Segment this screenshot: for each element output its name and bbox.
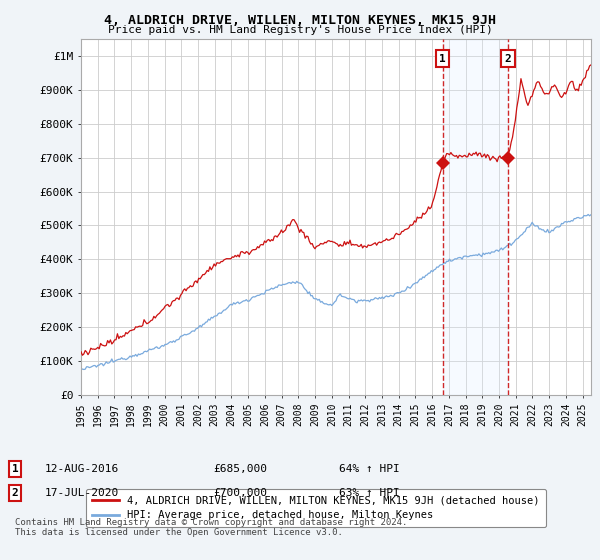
Text: £700,000: £700,000	[213, 488, 267, 498]
Text: 12-AUG-2016: 12-AUG-2016	[45, 464, 119, 474]
Text: Price paid vs. HM Land Registry's House Price Index (HPI): Price paid vs. HM Land Registry's House …	[107, 25, 493, 35]
Text: 17-JUL-2020: 17-JUL-2020	[45, 488, 119, 498]
Text: 2: 2	[11, 488, 19, 498]
Text: Contains HM Land Registry data © Crown copyright and database right 2024.
This d: Contains HM Land Registry data © Crown c…	[15, 518, 407, 538]
Legend: 4, ALDRICH DRIVE, WILLEN, MILTON KEYNES, MK15 9JH (detached house), HPI: Average: 4, ALDRICH DRIVE, WILLEN, MILTON KEYNES,…	[86, 489, 545, 526]
Text: 2: 2	[505, 54, 511, 64]
Text: 63% ↑ HPI: 63% ↑ HPI	[339, 488, 400, 498]
Text: 4, ALDRICH DRIVE, WILLEN, MILTON KEYNES, MK15 9JH: 4, ALDRICH DRIVE, WILLEN, MILTON KEYNES,…	[104, 14, 496, 27]
Text: £685,000: £685,000	[213, 464, 267, 474]
Text: 64% ↑ HPI: 64% ↑ HPI	[339, 464, 400, 474]
Bar	[443, 39, 508, 395]
Text: 1: 1	[11, 464, 19, 474]
Text: 1: 1	[439, 54, 446, 64]
